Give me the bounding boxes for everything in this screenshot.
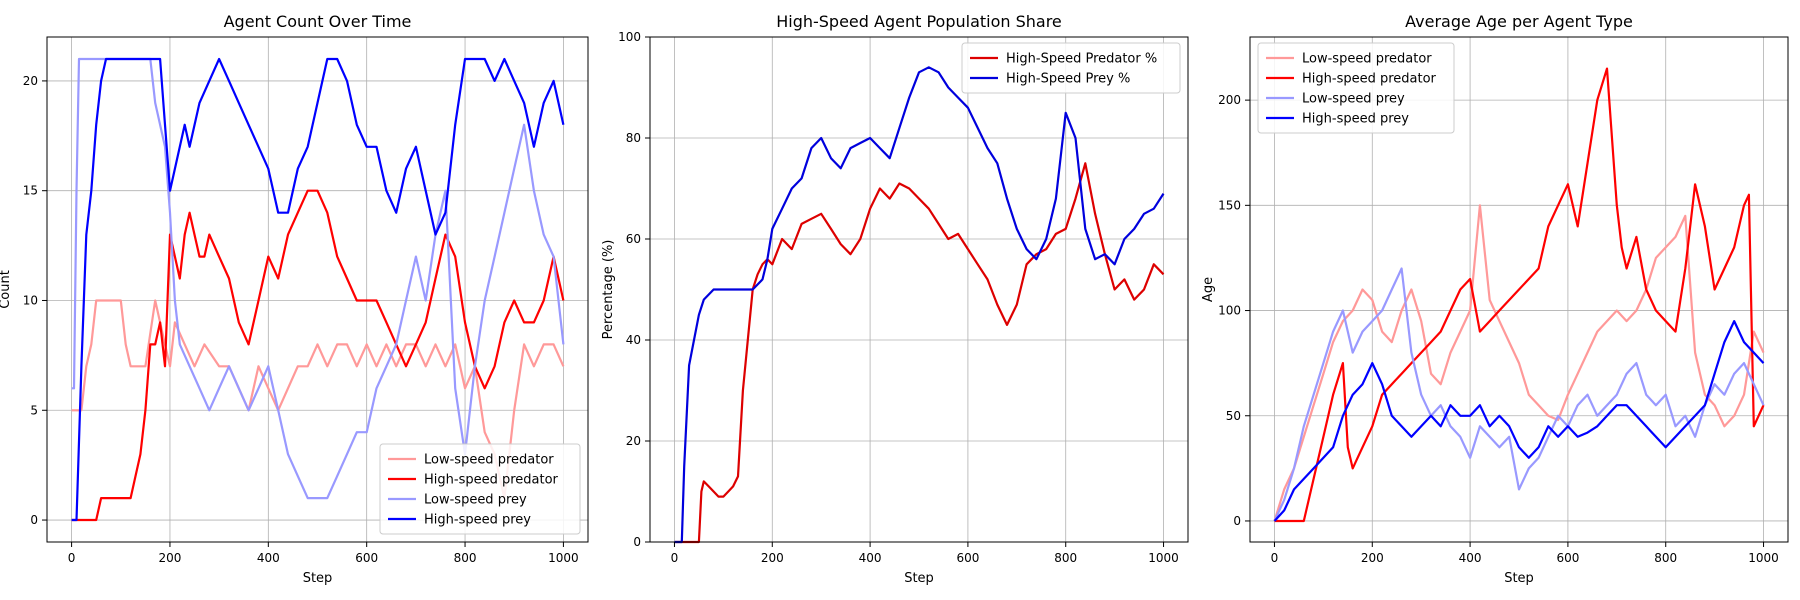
legend-box: [961, 42, 1181, 94]
y-tick-label: 150: [1218, 198, 1241, 212]
chart-high-speed-share: 0 200 400 600 800 1000 0 20 40 60 80 100 High-Speed …: [601, 12, 1189, 586]
y-tick-label: 0: [633, 535, 641, 549]
series-line-0: [674, 162, 1165, 544]
x-tick-label: 1000: [1748, 551, 1779, 565]
y-tick-label: 15: [23, 184, 38, 198]
x-tick-label: 1000: [1148, 551, 1179, 565]
x-tick-label: 200: [159, 551, 182, 565]
series-line-1: [71, 189, 565, 522]
y-tick-label: 10: [23, 293, 38, 307]
y-tick-label: 80: [626, 131, 641, 145]
legend-label-3: High-speed prey: [424, 513, 531, 528]
x-tick-label: 800: [454, 551, 477, 565]
x-axis-label: Step: [904, 571, 934, 586]
y-tick-label: 200: [1218, 93, 1241, 107]
x-axis-label: Step: [303, 571, 333, 586]
legend: Low-speed predator High-speed predator Low…: [1257, 42, 1455, 134]
chart-agent-count: 0 200 400 600 800 1000 0 5 10 15 20 Agent Count Ove…: [0, 12, 589, 586]
y-tick-label: 100: [1218, 304, 1241, 318]
series-line-2: [1273, 267, 1765, 522]
chart-average-age: 0 200 400 600 800 1000 0 50 100 150 200 Average Age…: [1201, 12, 1789, 586]
legend-label-1: High-speed predator: [424, 473, 559, 488]
x-tick-label: 0: [68, 551, 76, 565]
chart-title: Average Age per Agent Type: [1405, 12, 1633, 31]
legend-label-2: Low-speed prey: [424, 493, 527, 508]
series-line-2: [71, 57, 565, 500]
series-line-0: [1273, 204, 1765, 522]
y-axis-label: Count: [0, 270, 13, 309]
series-line-0: [71, 299, 565, 500]
y-axis-label: Percentage (%): [601, 240, 616, 340]
x-tick-label: 800: [1654, 551, 1677, 565]
y-tick-label: 100: [618, 30, 641, 44]
legend-box: [379, 443, 581, 535]
x-tick-label: 400: [859, 551, 882, 565]
series-line-1: [1274, 67, 1765, 523]
x-axis-label: Step: [1504, 571, 1534, 586]
x-tick-label: 400: [257, 551, 280, 565]
x-tick-label: 800: [1054, 551, 1077, 565]
legend-label-0: Low-speed predator: [1302, 52, 1432, 67]
series-line-1: [674, 66, 1165, 544]
x-tick-label: 0: [671, 551, 679, 565]
legend-label-1: High-speed predator: [1302, 72, 1437, 87]
y-tick-label: 20: [23, 74, 38, 88]
legend-label-0: High-Speed Predator %: [1006, 52, 1157, 67]
y-tick-label: 50: [1226, 409, 1241, 423]
y-tick-label: 0: [30, 513, 38, 527]
x-tick-label: 200: [761, 551, 784, 565]
series-line-3: [1273, 320, 1765, 522]
y-tick-label: 0: [1233, 514, 1241, 528]
legend-box: [1257, 42, 1455, 134]
chart-title: High-Speed Agent Population Share: [776, 12, 1062, 31]
y-tick-label: 5: [30, 403, 38, 417]
y-tick-label: 60: [626, 232, 641, 246]
y-axis-label: Age: [1201, 277, 1216, 302]
x-tick-label: 600: [1556, 551, 1579, 565]
x-tick-label: 600: [355, 551, 378, 565]
axes-frame: [649, 36, 1189, 543]
y-tick-label: 20: [626, 434, 641, 448]
series-line-3: [71, 57, 565, 522]
chart-title: Agent Count Over Time: [224, 12, 412, 31]
x-tick-label: 1000: [548, 551, 579, 565]
x-tick-label: 0: [1271, 551, 1279, 565]
legend: Low-speed predator High-speed predator Low…: [379, 443, 581, 535]
y-tick-label: 40: [626, 333, 641, 347]
x-tick-label: 600: [956, 551, 979, 565]
axes-frame: [1249, 36, 1789, 543]
legend: High-Speed Predator % High-Speed Prey %: [961, 42, 1181, 94]
legend-label-3: High-speed prey: [1302, 112, 1409, 127]
x-tick-label: 400: [1459, 551, 1482, 565]
axes-frame: [46, 36, 589, 543]
legend-label-1: High-Speed Prey %: [1006, 72, 1130, 87]
legend-label-0: Low-speed predator: [424, 453, 554, 468]
legend-label-2: Low-speed prey: [1302, 92, 1405, 107]
x-tick-label: 200: [1361, 551, 1384, 565]
